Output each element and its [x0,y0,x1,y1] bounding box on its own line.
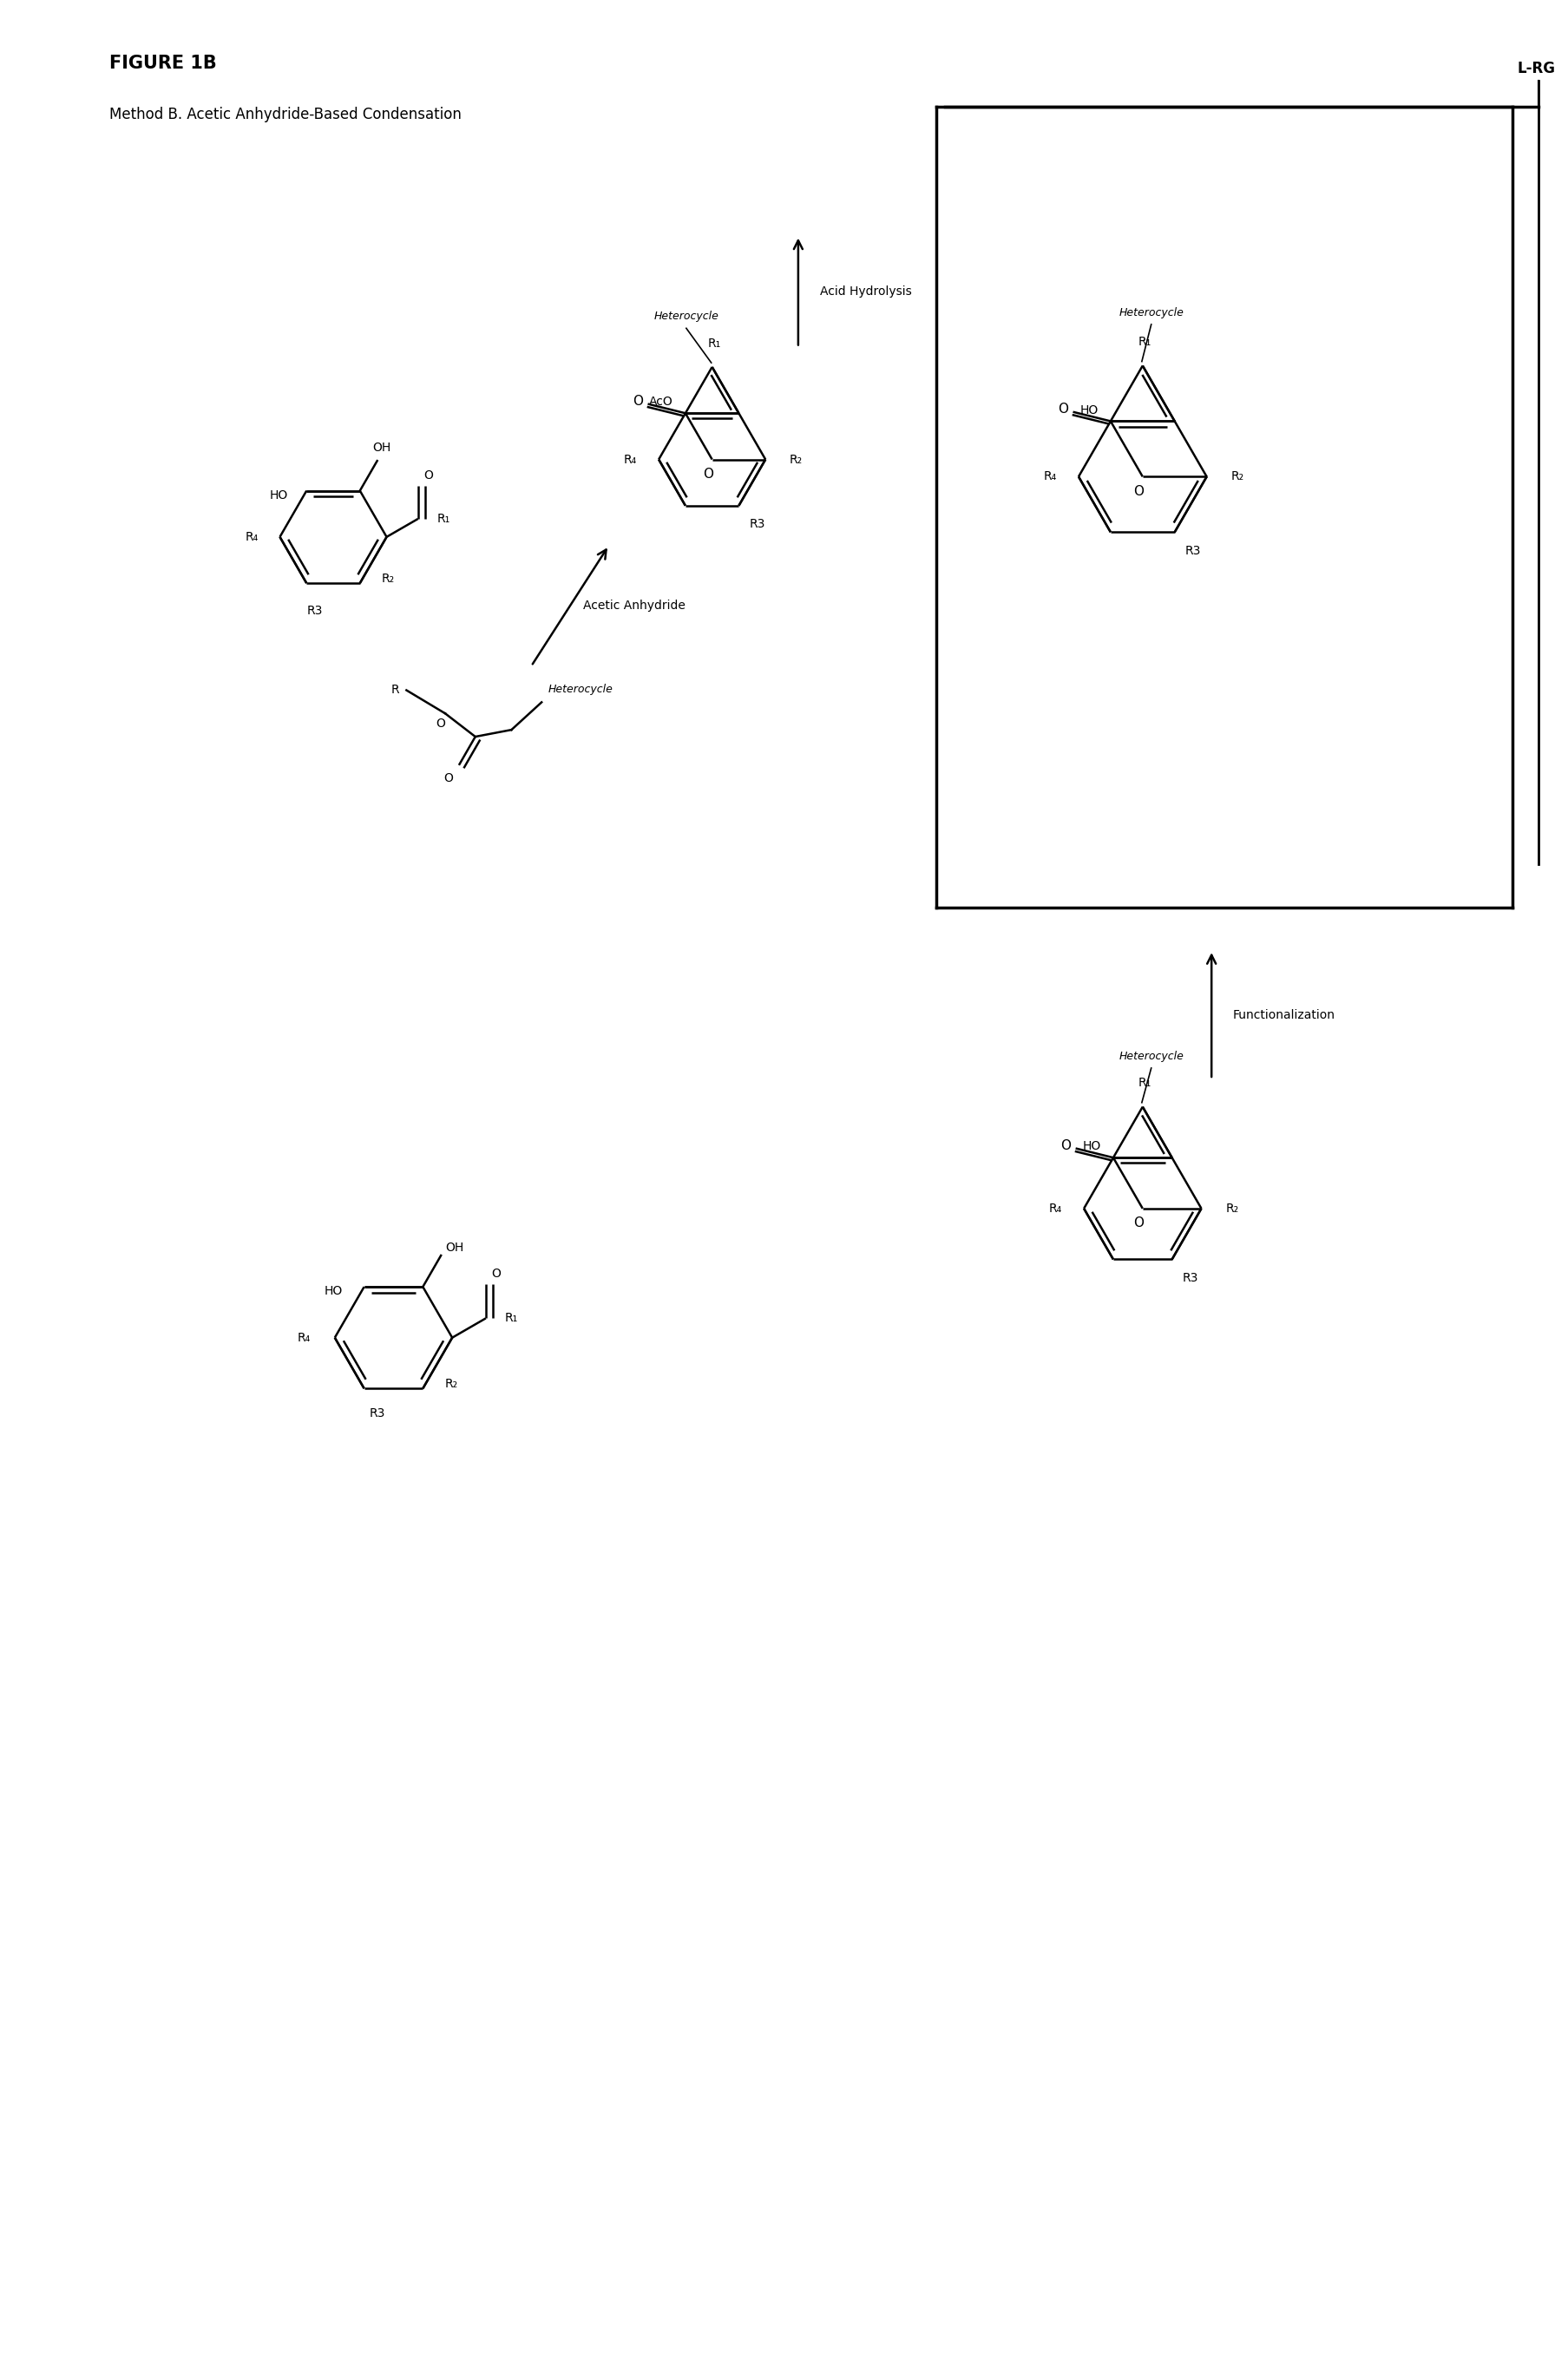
Text: HO: HO [270,488,287,502]
Text: R₄: R₄ [1049,1202,1063,1214]
Text: O: O [1058,402,1068,416]
Text: Heterocycle: Heterocycle [654,312,718,321]
Text: O: O [1060,1140,1071,1152]
Text: Heterocycle: Heterocycle [549,683,613,695]
Text: Acid Hydrolysis: Acid Hydrolysis [820,286,911,298]
Text: R₂: R₂ [1226,1202,1239,1214]
Text: R: R [390,683,400,697]
Text: L-RG: L-RG [1518,60,1555,76]
Text: R3: R3 [307,605,323,616]
Text: R₁: R₁ [505,1311,517,1323]
Text: Acetic Anhydride: Acetic Anhydride [583,600,685,612]
Text: O: O [491,1269,500,1280]
Text: R₁: R₁ [437,512,450,526]
Text: R3: R3 [750,519,765,531]
Text: Heterocycle: Heterocycle [1118,1050,1184,1061]
Text: Functionalization: Functionalization [1232,1009,1336,1021]
Text: Heterocycle: Heterocycle [1118,307,1184,319]
Text: O: O [632,395,643,407]
Text: O: O [1134,486,1143,497]
Text: R₂: R₂ [444,1378,458,1390]
Text: R₂: R₂ [1231,471,1243,483]
Text: R3: R3 [368,1407,386,1418]
Text: R3: R3 [1185,545,1201,557]
Text: R₄: R₄ [1044,471,1057,483]
Text: R₁: R₁ [1138,336,1151,347]
Text: HO: HO [325,1285,343,1297]
Text: AcO: AcO [649,395,673,407]
Text: R₂: R₂ [790,452,803,466]
Text: O: O [436,719,445,731]
Text: R₄: R₄ [245,531,259,543]
Text: R3: R3 [1182,1271,1198,1285]
Text: R₁: R₁ [707,338,721,350]
Text: O: O [444,771,453,783]
Text: R₄: R₄ [624,452,637,466]
Text: O: O [1134,1216,1143,1230]
Text: Method B. Acetic Anhydride-Based Condensation: Method B. Acetic Anhydride-Based Condens… [110,107,461,121]
Text: HO: HO [1083,1140,1101,1152]
Text: R₄: R₄ [298,1330,310,1345]
Text: FIGURE 1B: FIGURE 1B [110,55,216,71]
Text: OH: OH [445,1242,464,1254]
Text: R₂: R₂ [381,574,395,585]
Text: O: O [702,469,713,481]
Text: OH: OH [372,440,390,455]
Text: O: O [423,469,433,481]
Text: HO: HO [1080,405,1099,416]
Text: R₁: R₁ [1138,1078,1151,1090]
